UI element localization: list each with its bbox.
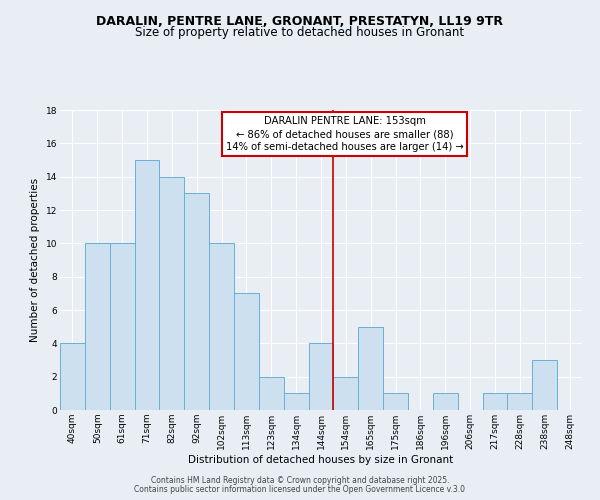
Bar — [85, 244, 110, 410]
Text: Contains public sector information licensed under the Open Government Licence v.: Contains public sector information licen… — [134, 485, 466, 494]
Bar — [160, 176, 184, 410]
Bar — [234, 294, 259, 410]
Bar — [184, 194, 209, 410]
Bar — [383, 394, 408, 410]
Bar — [308, 344, 334, 410]
Bar — [433, 394, 458, 410]
Bar — [284, 394, 308, 410]
Bar — [508, 394, 532, 410]
Bar — [532, 360, 557, 410]
Bar — [259, 376, 284, 410]
Text: DARALIN PENTRE LANE: 153sqm
← 86% of detached houses are smaller (88)
14% of sem: DARALIN PENTRE LANE: 153sqm ← 86% of det… — [226, 116, 463, 152]
Text: Size of property relative to detached houses in Gronant: Size of property relative to detached ho… — [136, 26, 464, 39]
Bar — [358, 326, 383, 410]
Bar — [209, 244, 234, 410]
X-axis label: Distribution of detached houses by size in Gronant: Distribution of detached houses by size … — [188, 454, 454, 464]
Bar — [482, 394, 508, 410]
Bar — [60, 344, 85, 410]
Bar — [110, 244, 134, 410]
Y-axis label: Number of detached properties: Number of detached properties — [30, 178, 40, 342]
Text: DARALIN, PENTRE LANE, GRONANT, PRESTATYN, LL19 9TR: DARALIN, PENTRE LANE, GRONANT, PRESTATYN… — [97, 15, 503, 28]
Text: Contains HM Land Registry data © Crown copyright and database right 2025.: Contains HM Land Registry data © Crown c… — [151, 476, 449, 485]
Bar — [334, 376, 358, 410]
Bar — [134, 160, 160, 410]
